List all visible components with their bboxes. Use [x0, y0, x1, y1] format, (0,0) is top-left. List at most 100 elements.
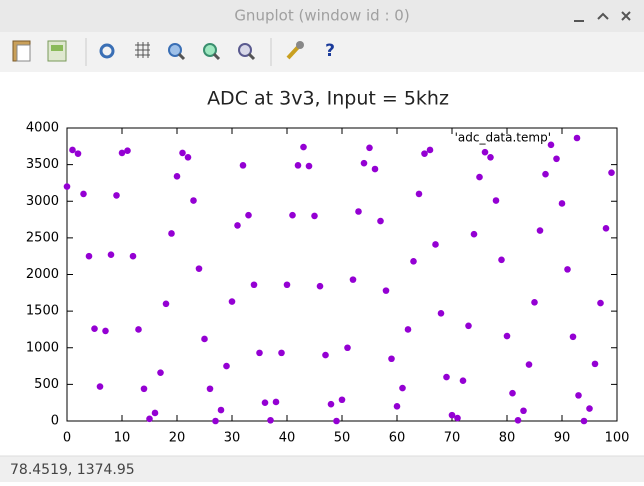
point [217, 406, 225, 414]
point [206, 385, 214, 393]
point [465, 322, 472, 330]
point [96, 383, 104, 390]
point [146, 415, 153, 423]
point [135, 326, 142, 333]
point [514, 416, 522, 424]
point [157, 369, 164, 376]
point [162, 300, 170, 308]
point [300, 143, 307, 151]
copy-button[interactable] [12, 40, 31, 62]
y-tick-label: 1000 [26, 340, 59, 355]
print-button[interactable] [47, 40, 67, 62]
x-tick-label: 90 [554, 431, 571, 446]
point [569, 333, 577, 341]
point [140, 385, 148, 393]
x-tick-label: 10 [114, 431, 131, 446]
point [476, 173, 483, 181]
point [487, 154, 494, 161]
point [124, 147, 131, 155]
point [294, 162, 302, 169]
point [113, 192, 120, 199]
point [69, 146, 76, 154]
point [179, 149, 186, 157]
point [261, 399, 269, 406]
point [421, 150, 428, 157]
point [393, 403, 401, 410]
point [256, 349, 263, 357]
point [520, 407, 527, 415]
point [437, 310, 445, 317]
status-text: 78.4519, 1374.95 [10, 462, 135, 478]
zoom-next-button[interactable] [203, 43, 221, 61]
y-tick-label: 500 [34, 377, 59, 392]
point [344, 344, 351, 352]
point [327, 400, 335, 408]
point [173, 173, 181, 180]
point [575, 392, 582, 399]
point [492, 197, 500, 204]
x-tick-label: 40 [279, 431, 296, 446]
point [212, 417, 219, 425]
help-button[interactable]: ? [325, 41, 335, 61]
replot-button[interactable] [99, 43, 115, 59]
x-tick-label: 60 [389, 431, 406, 446]
point [454, 414, 461, 422]
point [129, 252, 137, 260]
y-tick-label: 2500 [26, 230, 59, 245]
point [459, 377, 467, 385]
zoom-prev-button[interactable] [168, 43, 186, 61]
point [586, 405, 593, 412]
point [410, 258, 417, 265]
point [107, 251, 115, 259]
point [470, 230, 478, 238]
y-tick-label: 4000 [26, 121, 59, 136]
toolbar-icons: ? [12, 38, 335, 66]
point [377, 217, 384, 225]
point [74, 150, 82, 157]
point [316, 282, 324, 290]
point [85, 252, 93, 260]
close-button[interactable] [621, 11, 631, 21]
point [432, 241, 439, 248]
point [608, 169, 615, 176]
window-title: Gnuplot (window id : 0) [234, 7, 409, 25]
toolbar [0, 32, 644, 72]
point [151, 409, 159, 417]
point [388, 355, 395, 363]
point [338, 396, 346, 404]
x-tick-label: 30 [224, 431, 241, 446]
x-tick-label: 50 [334, 431, 351, 446]
point [591, 360, 599, 368]
settings-button[interactable] [286, 41, 304, 60]
legend-label: 'adc_data.temp' [455, 131, 551, 145]
point [509, 389, 516, 397]
point [228, 298, 236, 305]
x-tick-label: 70 [444, 431, 461, 446]
autoscale-button[interactable] [238, 43, 256, 61]
point [580, 417, 588, 425]
point [333, 417, 340, 425]
point [481, 148, 489, 156]
point [190, 197, 197, 204]
grid-button[interactable] [135, 42, 150, 58]
status-bar [0, 456, 644, 482]
point [542, 170, 549, 178]
point [278, 349, 285, 357]
point [503, 332, 511, 340]
point [355, 208, 362, 215]
point [558, 200, 566, 207]
point [443, 373, 450, 381]
window-buttons [574, 11, 631, 22]
point [597, 299, 604, 307]
plot: ADC at 3v3, Input = 5khz 050010001500200… [26, 88, 630, 446]
point [366, 144, 373, 152]
title-bar [0, 0, 644, 32]
point [311, 212, 318, 220]
point [531, 299, 538, 306]
y-tick-label: 1500 [26, 304, 59, 319]
point [448, 411, 456, 419]
point [415, 190, 423, 198]
maximize-button[interactable] [597, 12, 609, 20]
